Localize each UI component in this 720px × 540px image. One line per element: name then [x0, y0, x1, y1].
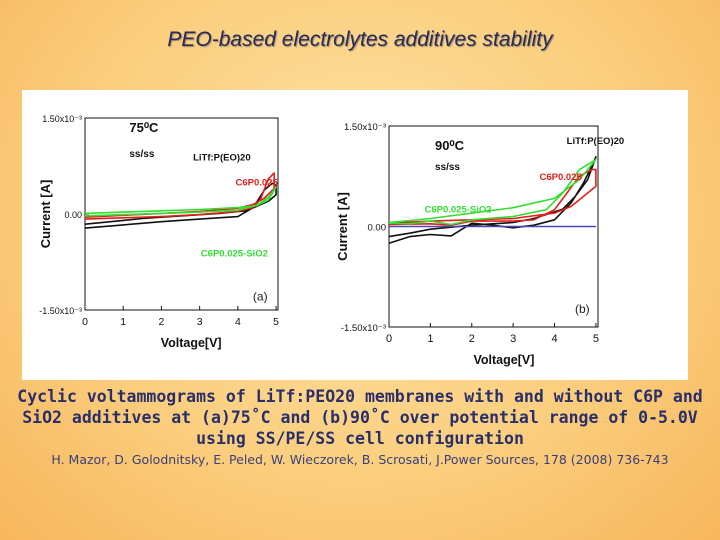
- cv-chart-svg: 0 1 2 3 4 5 1.50x10⁻³ 0.00 -1.50x10⁻³ Voltage[V] C…: [38, 114, 624, 367]
- x-tick-label: 0: [82, 316, 88, 328]
- slide-title: PEO-based electrolytes additives stabili…: [167, 28, 553, 51]
- temperature-label: 90⁰C: [435, 138, 465, 153]
- x-tick-label: 4: [235, 316, 241, 328]
- y-tick-label: 0.00: [368, 223, 387, 234]
- cell-label: ss/ss: [435, 162, 460, 173]
- figure-caption: Cyclic voltammograms of LiTf:PEO20 membr…: [17, 387, 703, 448]
- panel-label: (b): [575, 302, 590, 316]
- curve-annotation: C6P0.025-SiO2: [201, 249, 268, 260]
- x-tick-label: 5: [593, 333, 599, 345]
- cell-label: ss/ss: [129, 149, 154, 160]
- series-line-0: [388, 156, 597, 245]
- chart-panel-a: 0 1 2 3 4 5 1.50x10⁻³ 0.00 -1.50x10⁻³ Voltage[V] C…: [38, 114, 279, 350]
- y-axis-label: Current [A]: [335, 192, 350, 261]
- x-tick-label: 2: [469, 333, 475, 345]
- x-axis-label: Voltage[V]: [474, 353, 535, 367]
- curve-annotation: LiTf:P(EO)20: [567, 136, 625, 147]
- y-axis-label: Current [A]: [38, 180, 53, 249]
- x-tick-label: 3: [510, 333, 516, 345]
- x-tick-label: 5: [273, 316, 279, 328]
- y-tick-label: 1.50x10⁻³: [42, 114, 82, 124]
- citation-reference: H. Mazor, D. Golodnitsky, E. Peled, W. W…: [51, 452, 669, 467]
- temperature-label: 75⁰C: [129, 120, 159, 135]
- curve-annotation: C6P0.025-SiO2: [425, 204, 492, 215]
- series-line-1: [388, 168, 597, 226]
- x-tick-label: 3: [197, 316, 203, 328]
- panel-label: (a): [253, 289, 268, 303]
- y-tick-label: -1.50x10⁻³: [341, 323, 386, 334]
- curve-annotation: C6P0.025: [236, 178, 279, 189]
- x-axis-label: Voltage[V]: [161, 336, 222, 350]
- curve-annotation: C6P0.025: [539, 172, 582, 183]
- plot-frame: [84, 117, 279, 311]
- series-line-2: [388, 158, 597, 226]
- series-line-2: [84, 186, 277, 217]
- x-tick-label: 1: [427, 333, 433, 345]
- figure-panel: 0 1 2 3 4 5 1.50x10⁻³ 0.00 -1.50x10⁻³ Voltage[V] C…: [22, 90, 688, 380]
- curve-annotation: LiTf:P(EO)20: [193, 153, 251, 164]
- y-tick-label: 1.50x10⁻³: [344, 122, 386, 133]
- x-tick-label: 2: [159, 316, 165, 328]
- y-tick-label: 0.00: [64, 210, 82, 220]
- y-tick-label: -1.50x10⁻³: [39, 306, 82, 316]
- x-tick-label: 1: [120, 316, 126, 328]
- x-tick-label: 4: [551, 333, 557, 345]
- chart-panel-b: 0 1 2 3 4 5 1.50x10⁻³ 0.00 -1.50x10⁻³ Voltage[V] C…: [335, 122, 624, 367]
- x-tick-label: 0: [386, 333, 392, 345]
